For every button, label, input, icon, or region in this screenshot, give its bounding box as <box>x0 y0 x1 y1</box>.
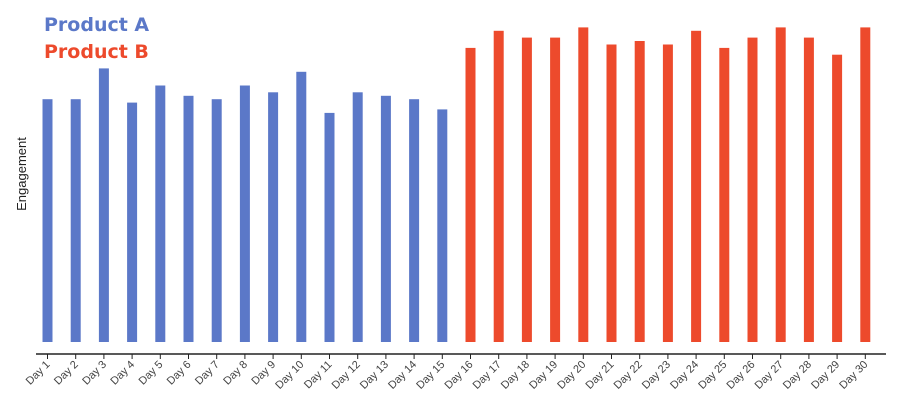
bar-product-a-day-10 <box>296 72 306 342</box>
x-tick-label: Day 2 <box>52 359 81 388</box>
bar-product-a-day-3 <box>99 68 109 342</box>
bar-product-a-day-4 <box>127 103 137 342</box>
x-tick-label: Day 15 <box>414 359 447 392</box>
bar-product-b-day-23 <box>663 45 673 343</box>
bar-product-b-day-18 <box>522 38 532 342</box>
x-tick-label: Day 14 <box>386 359 419 392</box>
x-tick-label: Day 21 <box>583 359 616 392</box>
x-tick-label: Day 4 <box>108 359 137 388</box>
x-tick-label: Day 11 <box>302 359 335 392</box>
bar-product-b-day-28 <box>804 38 814 342</box>
x-tick-label: Day 17 <box>471 359 504 392</box>
x-tick-label: Day 20 <box>555 359 588 392</box>
bar-product-a-day-7 <box>212 99 222 342</box>
x-tick-label: Day 19 <box>527 359 560 392</box>
x-tick-label: Day 27 <box>753 359 786 392</box>
bar-product-a-day-1 <box>43 99 53 342</box>
bar-product-b-day-21 <box>607 45 617 343</box>
x-tick-label: Day 6 <box>165 359 194 388</box>
bar-product-a-day-5 <box>155 86 165 343</box>
x-tick-label: Day 5 <box>137 359 166 388</box>
bar-product-b-day-25 <box>719 48 729 342</box>
bar-product-a-day-6 <box>184 96 194 342</box>
x-tick-label: Day 16 <box>442 359 475 392</box>
x-tick-label: Day 10 <box>273 359 306 392</box>
bar-product-b-day-29 <box>832 55 842 342</box>
bar-product-b-day-17 <box>494 31 504 342</box>
x-tick-label: Day 28 <box>781 359 814 392</box>
legend-item-product-a: Product A <box>44 14 149 36</box>
x-tick-label: Day 26 <box>724 359 757 392</box>
x-tick-label: Day 29 <box>809 359 842 392</box>
x-tick-label: Day 23 <box>640 359 673 392</box>
legend: Product A Product B <box>44 14 149 63</box>
bar-product-b-day-20 <box>578 27 588 342</box>
bar-product-a-day-11 <box>325 113 335 342</box>
x-tick-label: Day 1 <box>24 359 53 388</box>
x-tick-label: Day 8 <box>221 359 250 388</box>
bar-product-a-day-13 <box>381 96 391 342</box>
x-tick-label: Day 30 <box>837 359 870 392</box>
bar-product-a-day-8 <box>240 86 250 343</box>
bars-group <box>43 27 871 342</box>
bar-product-b-day-22 <box>635 41 645 342</box>
bar-product-b-day-26 <box>748 38 758 342</box>
legend-item-product-b: Product B <box>44 41 149 63</box>
x-tick-labels: Day 1 Day 2 Day 3 Day 4 Day 5 Day 6 Day 7 Day 8… <box>24 354 871 392</box>
bar-product-a-day-12 <box>353 92 363 342</box>
bar-product-a-day-15 <box>437 109 447 342</box>
x-tick-label: Day 18 <box>499 359 532 392</box>
bar-product-b-day-16 <box>466 48 476 342</box>
bar-product-b-day-27 <box>776 27 786 342</box>
x-tick-label: Day 3 <box>80 359 109 388</box>
x-tick-label: Day 25 <box>696 359 729 392</box>
bar-product-b-day-19 <box>550 38 560 342</box>
bar-product-a-day-2 <box>71 99 81 342</box>
x-tick-label: Day 22 <box>612 359 645 392</box>
x-tick-label: Day 7 <box>193 359 222 388</box>
bar-product-b-day-24 <box>691 31 701 342</box>
x-tick-label: Day 24 <box>668 359 701 392</box>
bar-product-a-day-9 <box>268 92 278 342</box>
bar-product-b-day-30 <box>860 27 870 342</box>
y-axis-label: Engagement <box>14 137 29 211</box>
bar-product-a-day-14 <box>409 99 419 342</box>
x-tick-label: Day 12 <box>330 359 363 392</box>
x-tick-label: Day 13 <box>358 359 391 392</box>
